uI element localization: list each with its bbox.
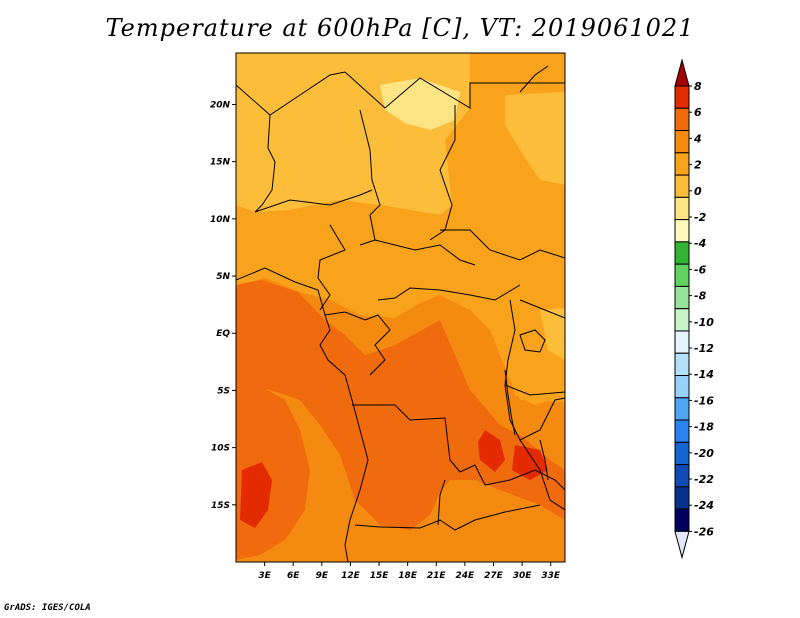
colorbar-swatch <box>674 130 690 154</box>
colorbar-swatch <box>674 219 690 243</box>
field-region-east-hot-1 <box>478 430 505 472</box>
x-tick-label: 27E <box>484 571 504 581</box>
x-tick-label: 3E <box>258 571 271 581</box>
border-zambia <box>437 469 565 526</box>
border-angola <box>352 404 486 486</box>
y-tick-label: 5S <box>217 386 230 396</box>
y-tick-label: 5N <box>216 272 230 282</box>
border-lake-tanganyika <box>504 369 516 436</box>
border-nigeria-north <box>254 189 373 213</box>
colorbar-swatch <box>674 419 690 443</box>
border-nigeria-cameroon <box>317 224 346 311</box>
colorbar-tick-label: 6 <box>694 106 702 119</box>
border-drc-east <box>504 299 565 441</box>
colorbar-tick-label: 4 <box>693 132 702 145</box>
colorbar-swatch <box>674 196 690 221</box>
colorbar-swatch <box>674 464 690 488</box>
border-chad-east <box>429 105 456 241</box>
border-west-sahel <box>254 114 276 213</box>
colorbar-tick-label: -6 <box>694 263 707 276</box>
colorbar-swatch <box>674 441 690 466</box>
colorbar-swatch <box>674 352 690 377</box>
border-lake-malawi <box>539 439 549 481</box>
y-tick-label: 15S <box>211 501 230 511</box>
x-axis: 3E 6E 9E 12E 15E 18E 21E 24E 27E 30E 33E <box>258 562 561 581</box>
border-angola-south <box>354 504 541 531</box>
x-tick-label: 24E <box>456 571 476 581</box>
field-region-east-hot-2 <box>512 445 548 480</box>
y-tick-label: EQ <box>216 329 230 339</box>
border-coastline-west <box>236 267 369 562</box>
field-region-congo-hot <box>236 280 565 530</box>
y-tick-label: 15N <box>210 158 231 168</box>
colorbar-swatch <box>674 174 690 198</box>
colorbar-tick-label: -8 <box>694 290 707 303</box>
y-tick-label: 10S <box>211 444 230 454</box>
border-lake-victoria <box>519 329 546 353</box>
border-tanzania <box>504 299 565 396</box>
colorbar-swatch <box>674 308 690 332</box>
border-car-north <box>374 239 476 266</box>
field-region-sahara-pale <box>380 78 460 130</box>
y-tick-label: 20N <box>210 100 231 110</box>
colorbar-top-arrow <box>674 58 690 87</box>
grads-credit: GrADS: IGES/COLA <box>4 603 91 613</box>
border-congo-gabon <box>324 311 391 376</box>
x-tick-label: 12E <box>341 571 361 581</box>
x-tick-label: 30E <box>513 571 533 581</box>
colorbar-swatch <box>674 241 690 265</box>
border-mozambique <box>519 439 565 511</box>
colorbar-swatch <box>674 375 690 399</box>
colorbar-tick-label: -14 <box>694 368 714 381</box>
x-tick-label: 9E <box>316 571 329 581</box>
colorbar-swatch <box>674 508 690 532</box>
colorbar-bottom-arrow <box>674 530 690 560</box>
colorbar-swatch <box>674 152 690 176</box>
colorbar-tick-label: -24 <box>694 499 714 512</box>
colorbar-swatch <box>674 263 690 287</box>
colorbar-swatch <box>674 107 690 132</box>
colorbar-tick-label: -4 <box>694 237 706 250</box>
colorbar-tick-label: -26 <box>694 525 714 538</box>
x-tick-label: 21E <box>427 571 447 581</box>
border-car-drc <box>377 284 521 301</box>
colorbar-tick-label: 8 <box>694 80 702 93</box>
colorbar-tick-label: -2 <box>694 211 707 224</box>
colorbar-tick-label: -22 <box>694 473 714 486</box>
x-tick-label: 33E <box>541 571 561 581</box>
colorbar-tick-label: -20 <box>694 447 714 460</box>
colorbar-swatch <box>674 285 690 310</box>
y-tick-label: 10N <box>210 215 231 225</box>
colorbar-tick-label: -18 <box>694 421 714 434</box>
border-sahara-north <box>236 71 565 116</box>
field-region-northeast-light <box>505 92 565 185</box>
border-red-sea <box>519 65 549 93</box>
colorbar-swatch <box>674 397 690 421</box>
x-tick-label: 6E <box>287 571 300 581</box>
x-tick-label: 15E <box>370 571 390 581</box>
colorbar-swatch <box>674 85 690 109</box>
border-sudan-south <box>440 229 565 261</box>
temperature-field <box>236 53 565 562</box>
chart-title: Temperature at 600hPa [C], VT: 201906102… <box>105 14 695 42</box>
country-borders <box>236 65 565 562</box>
colorbar-tick-label: 2 <box>694 159 702 172</box>
field-region-southwest-hot <box>240 462 272 528</box>
colorbar-tick-label: -12 <box>694 342 714 355</box>
colorbar: 8 6 4 2 0 -2 -4 -6 -8 -10 -12 -14 -16 -18 -20 -22 -24 -26 <box>674 58 714 560</box>
colorbar-swatch <box>674 330 690 354</box>
y-axis: 20N 15N 10N 5N EQ 5S 10S 15S <box>210 100 236 511</box>
colorbar-tick-label: -10 <box>694 316 714 329</box>
colorbar-tick-label: -16 <box>694 394 714 407</box>
map-frame <box>235 52 566 563</box>
colorbar-tick-label: 0 <box>694 185 702 198</box>
field-region-kenya-light <box>540 308 565 360</box>
colorbar-swatch <box>674 486 690 510</box>
x-tick-label: 18E <box>398 571 418 581</box>
